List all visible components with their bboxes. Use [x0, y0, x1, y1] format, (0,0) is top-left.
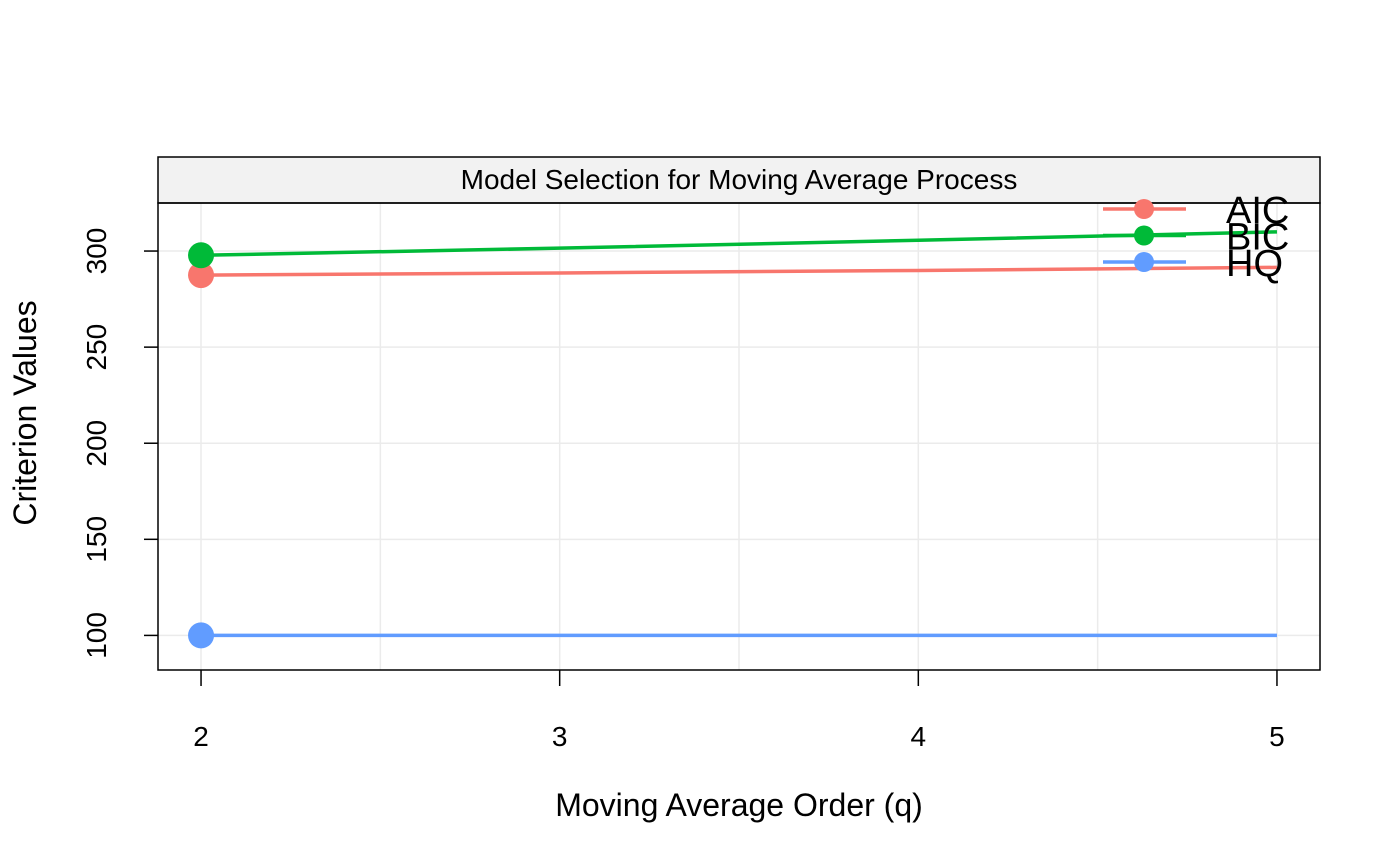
y-axis: 100 150 200 250 300	[81, 228, 158, 659]
data-point-bic-0	[188, 242, 215, 269]
x-tick-label-1: 3	[552, 721, 568, 752]
series-layer	[188, 230, 1278, 649]
x-tick-label-2: 4	[911, 721, 927, 752]
y-tick-label-4: 300	[81, 228, 112, 275]
legend-marker-hq	[1134, 252, 1154, 272]
legend-marker-bic	[1134, 225, 1154, 246]
data-point-hq-0	[188, 622, 215, 649]
x-tick-label-3: 5	[1269, 721, 1285, 752]
series-line-bic	[201, 230, 1278, 258]
legend-label-aic: AIC	[1226, 190, 1289, 232]
plot-frame	[157, 202, 1321, 671]
y-tick-label-1: 150	[81, 516, 112, 563]
legend-label-bic: BIC	[1226, 217, 1289, 259]
y-tick-label-3: 250	[81, 324, 112, 371]
series-line-aic	[201, 265, 1277, 277]
y-axis-label: Criterion Values	[7, 300, 43, 525]
y-tick-label-2: 200	[81, 420, 112, 467]
y-tick-label-0: 100	[81, 612, 112, 659]
strip-background	[157, 156, 1321, 204]
x-tick-label-0: 2	[193, 721, 209, 752]
chart-title: Model Selection for Moving Average Proce…	[461, 164, 1018, 195]
legend-label-hq: HQ	[1226, 243, 1283, 285]
x-axis: 2 3 4 5	[193, 670, 1285, 752]
data-point-aic-0	[188, 262, 215, 289]
legend-marker-aic	[1134, 199, 1154, 219]
x-axis-label: Moving Average Order (q)	[555, 787, 923, 823]
